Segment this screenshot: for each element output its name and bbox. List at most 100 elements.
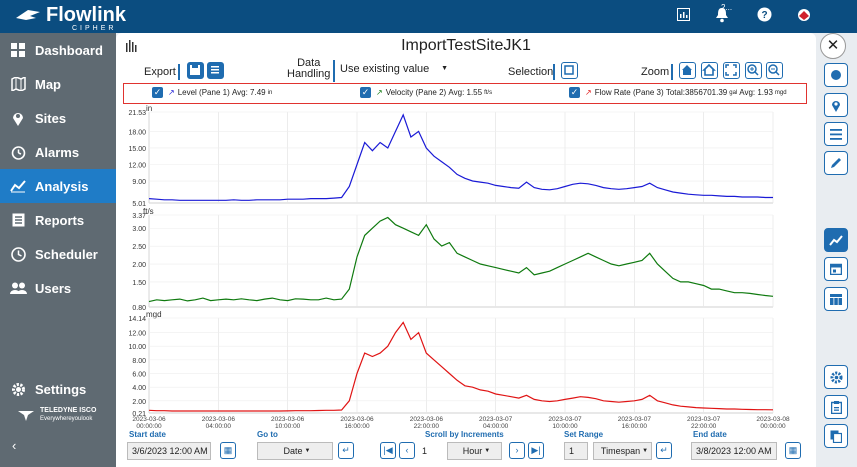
notifications-bell-icon[interactable] xyxy=(712,7,732,27)
x-tick-label: 2023-03-08 xyxy=(756,416,790,423)
end-date-value: 3/8/2023 12:00 AM xyxy=(696,446,772,456)
list-view-button[interactable] xyxy=(824,122,848,146)
legend-unit: in xyxy=(267,89,273,96)
x-tick-label: 16:00:00 xyxy=(622,423,648,430)
legend-item-velocity[interactable]: ✓ ↗ Velocity (Pane 2) Avg: 1.55 ft/s xyxy=(360,87,492,98)
teledyne-logo-icon xyxy=(18,411,34,421)
zoom-reset-button[interactable] xyxy=(701,62,718,79)
company-tagline: Everywhereyoulook xyxy=(40,416,93,422)
user-avatar-icon[interactable] xyxy=(794,7,814,27)
scroll-last-button[interactable]: ▶| xyxy=(528,442,544,459)
y-tick-label: 12.00 xyxy=(128,162,146,169)
checkbox-checked-icon[interactable]: ✓ xyxy=(152,87,163,98)
sidebar-item-label: Analysis xyxy=(35,178,89,194)
y-tick-label: 2.00 xyxy=(132,262,146,269)
help-icon[interactable]: ? xyxy=(754,7,774,27)
sidebar-item-label: Sites xyxy=(35,110,67,126)
clipboard-button[interactable] xyxy=(824,395,848,419)
notification-count: 2... xyxy=(721,3,733,12)
analysis-panel: ImportTestSiteJK1 Export Data Handling Us… xyxy=(116,33,816,467)
export-label: Export xyxy=(144,66,176,78)
toolbar-divider xyxy=(178,64,180,80)
checkbox-checked-icon[interactable]: ✓ xyxy=(569,87,580,98)
chart-settings-button[interactable] xyxy=(824,365,848,389)
save-export-button[interactable] xyxy=(187,62,204,79)
line-chart-button[interactable] xyxy=(824,228,848,252)
data-handling-label-line1: Data xyxy=(297,57,321,69)
clock-icon xyxy=(9,245,27,263)
set-range-enter-button[interactable]: ↵ xyxy=(656,442,672,459)
data-handling-select[interactable]: Use existing value ▼ xyxy=(340,63,452,79)
zoom-out-icon xyxy=(768,64,780,76)
y-tick-label: 10.00 xyxy=(128,344,146,351)
table-view-button[interactable] xyxy=(824,287,848,311)
chart-mode-icon[interactable] xyxy=(126,40,138,55)
pin-icon xyxy=(9,109,27,127)
sidebar-item-analysis[interactable]: Analysis xyxy=(0,169,116,203)
sidebar-item-settings[interactable]: Settings xyxy=(0,372,116,406)
end-date-field[interactable]: 3/8/2023 12:00 AM xyxy=(691,442,777,460)
scroll-unit-select[interactable]: Hour ▼ xyxy=(447,442,502,460)
end-date-calendar-button[interactable]: ▦ xyxy=(785,442,801,459)
table-icon xyxy=(830,293,842,305)
menu-lines-icon xyxy=(830,128,842,140)
toolbar-divider xyxy=(671,64,673,80)
scroll-next-button[interactable]: › xyxy=(509,442,525,459)
sidebar-item-scheduler[interactable]: Scheduler xyxy=(0,237,116,271)
x-tick-label: 16:00:00 xyxy=(344,423,370,430)
set-range-label: Set Range xyxy=(564,430,604,439)
export-table-button[interactable] xyxy=(207,62,224,79)
start-date-value: 3/6/2023 12:00 AM xyxy=(132,446,208,456)
copy-button[interactable] xyxy=(824,424,848,448)
calendar-icon: ▦ xyxy=(223,445,233,455)
checkbox-checked-icon[interactable]: ✓ xyxy=(360,87,371,98)
brand-sub: CIPHER xyxy=(72,25,117,32)
last-page-icon: ▶| xyxy=(531,445,541,455)
zoom-in-button[interactable] xyxy=(745,62,762,79)
sidebar-item-label: Scheduler xyxy=(35,246,98,262)
go-to-enter-button[interactable]: ↵ xyxy=(338,442,354,459)
calendar-view-button[interactable] xyxy=(824,257,848,281)
sidebar-item-map[interactable]: Map xyxy=(0,67,116,101)
sidebar-item-users[interactable]: Users xyxy=(0,271,116,305)
y-tick-label: 18.00 xyxy=(128,129,146,136)
scroll-prev-button[interactable]: ‹ xyxy=(399,442,415,459)
y-tick-label: 14.14 xyxy=(128,316,146,323)
legend-item-flow-rate[interactable]: ✓ ↗ Flow Rate (Pane 3) Total:3856701.39 … xyxy=(569,87,787,98)
start-date-calendar-button[interactable]: ▦ xyxy=(220,442,236,459)
end-date-label: End date xyxy=(693,430,727,439)
edit-button[interactable] xyxy=(824,151,848,175)
sidebar-item-dashboard[interactable]: Dashboard xyxy=(0,33,116,67)
sidebar-item-sites[interactable]: Sites xyxy=(0,101,116,135)
close-button[interactable]: ✕ xyxy=(820,33,846,59)
scroll-first-button[interactable]: |◀ xyxy=(380,442,396,459)
range-unit-select[interactable]: Timespan ▼ xyxy=(593,442,652,460)
legend-name: Level (Pane 1) xyxy=(177,88,230,97)
start-date-field[interactable]: 3/6/2023 12:00 AM xyxy=(127,442,211,460)
scroll-increments-label: Scroll by Increments xyxy=(425,430,504,439)
sidebar-item-alarms[interactable]: Alarms xyxy=(0,135,116,169)
selection-button[interactable] xyxy=(561,62,578,79)
scroll-count-field[interactable]: 1 xyxy=(418,442,442,460)
series-line xyxy=(148,321,774,412)
zoom-out-button[interactable] xyxy=(766,62,783,79)
range-count-field[interactable]: 1 xyxy=(564,442,588,460)
report-icon[interactable] xyxy=(673,7,693,27)
zoom-fit-button[interactable] xyxy=(723,62,740,79)
legend-avg: Avg: 1.93 xyxy=(739,88,773,97)
sidebar-item-reports[interactable]: Reports xyxy=(0,203,116,237)
collapse-sidebar-icon[interactable]: ‹ xyxy=(12,438,17,453)
legend-line-icon: ↗ xyxy=(376,88,383,97)
users-icon xyxy=(9,279,27,297)
zoom-home-button[interactable] xyxy=(679,62,696,79)
y-tick-label: 2.00 xyxy=(132,399,146,406)
legend-name: Flow Rate (Pane 3) xyxy=(594,88,664,97)
location-button[interactable] xyxy=(824,93,848,117)
legend-item-level[interactable]: ✓ ↗ Level (Pane 1) Avg: 7.49 in xyxy=(152,87,272,98)
calendar-icon: ▦ xyxy=(788,445,798,455)
x-tick-label: 2023-03-06 xyxy=(410,416,444,423)
y-tick-label: 1.50 xyxy=(132,280,146,287)
record-button[interactable] xyxy=(824,63,848,87)
go-to-select[interactable]: Date ▼ xyxy=(257,442,333,460)
